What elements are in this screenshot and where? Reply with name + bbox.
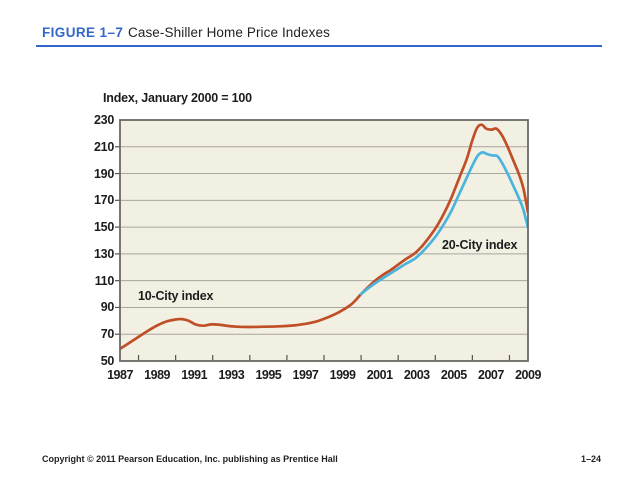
x-tick-label: 1991 [181,368,208,382]
page-number: 1–24 [580,454,601,464]
x-tick-label: 1995 [255,368,282,382]
x-tick-label: 1993 [218,368,245,382]
x-tick-label: 2009 [515,368,541,382]
plot-frame [119,119,529,362]
y-tick-label: 190 [94,166,114,181]
x-tick-label: 1989 [144,368,170,382]
y-tick-label: 210 [94,139,114,154]
copyright-text: Copyright © 2011 Pearson Education, Inc.… [42,454,338,464]
twenty-city-label: 20-City index [442,238,518,252]
x-tick-label: 1997 [292,368,319,382]
y-tick-label: 50 [100,354,115,368]
y-tick-label: 70 [100,327,115,342]
y-tick-label: 110 [94,273,115,288]
x-tick-label: 2005 [440,368,467,382]
ten-city-label: 10-City index [138,289,214,303]
x-tick-label: 1987 [107,368,133,382]
figure-rule [36,45,602,47]
axis-note-label: Index, January 2000 = 100 [103,91,252,105]
y-tick-label: 90 [100,300,115,315]
twenty-city-line [359,151,528,296]
x-tick-label: 2003 [403,368,430,382]
x-tick-label: 1999 [329,368,356,382]
y-tick-label: 130 [94,246,114,261]
x-tick-label: 2007 [478,368,504,382]
figure-label: FIGURE 1–7 [42,25,124,40]
figure-title: Case-Shiller Home Price Indexes [128,25,330,40]
x-tick-label: 2001 [366,368,393,382]
y-tick-label: 230 [94,113,114,127]
y-tick-label: 170 [94,193,114,208]
y-tick-label: 150 [94,220,114,235]
